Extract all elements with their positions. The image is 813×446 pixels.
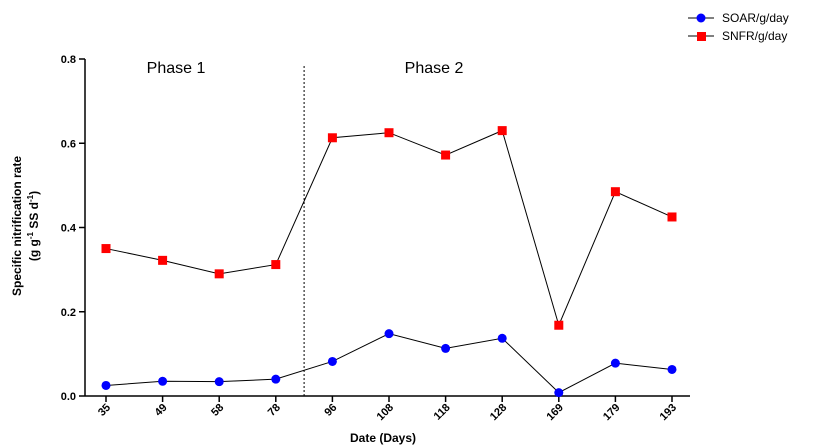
x-axis-title: Date (Days) [350, 431, 416, 445]
soar-point [610, 358, 620, 368]
snfr-point [101, 244, 111, 254]
soar-point [214, 377, 224, 387]
series-layer [101, 126, 677, 398]
y-unit-sup-1: -1 [26, 231, 35, 239]
legend-snfr-marker [697, 32, 706, 41]
snfr-point [554, 320, 564, 330]
series-line-snfr [105, 129, 673, 327]
y-tick-label: 0.2 [61, 307, 76, 319]
y-unit-part-1: (g g [27, 239, 41, 261]
soar-point [101, 380, 111, 390]
snfr-point [497, 126, 507, 136]
soar-point [158, 376, 168, 386]
y-axis-title-line2: (g g-1 SS d-1) [26, 191, 41, 261]
y-tick-label: 0.0 [61, 391, 76, 403]
snfr-point [327, 133, 337, 143]
legend-snfr-label: SNFR/g/day [722, 29, 787, 43]
soar-point [554, 388, 564, 398]
phase-1-label: Phase 1 [147, 60, 206, 77]
snfr-point [667, 212, 677, 222]
snfr-point [441, 150, 451, 160]
legend: SOAR/g/day SNFR/g/day [688, 11, 789, 43]
soar-point [271, 374, 281, 384]
x-axis-ticks: 35 49 58 78 96 108 118 128 169 179 193 [96, 396, 679, 423]
x-tick-label: 108 [375, 402, 396, 423]
legend-item-soar: SOAR/g/day [688, 11, 789, 25]
soar-point [497, 333, 507, 343]
x-tick-label: 128 [488, 402, 509, 423]
legend-item-snfr: SNFR/g/day [688, 29, 787, 43]
legend-soar-label: SOAR/g/day [722, 11, 789, 25]
soar-point [384, 329, 394, 339]
y-tick-label: 0.4 [61, 223, 77, 235]
series-line-soar [105, 333, 673, 394]
snfr-point [271, 260, 281, 270]
y-unit-part-2: SS d [27, 202, 41, 232]
x-tick-label: 179 [601, 402, 622, 423]
snfr-point [384, 128, 394, 138]
x-tick-label: 96 [322, 402, 339, 419]
x-tick-label: 58 [209, 402, 226, 419]
y-unit-sup-2: -1 [26, 194, 35, 202]
x-tick-label: 49 [153, 402, 170, 419]
x-tick-label: 35 [96, 402, 113, 419]
soar-point [327, 356, 337, 366]
x-tick-label: 78 [266, 402, 283, 419]
soar-point [667, 364, 677, 374]
phase-2-label: Phase 2 [405, 60, 464, 77]
snfr-point [214, 269, 224, 279]
soar-point [441, 343, 451, 353]
y-axis-title: Specific nitrification rate (g g-1 SS d-… [10, 156, 41, 296]
snfr-point [158, 255, 168, 265]
legend-soar-marker [696, 13, 706, 23]
x-tick-label: 118 [432, 402, 453, 423]
y-axis-title-line1: Specific nitrification rate [10, 156, 24, 296]
y-tick-label: 0.8 [61, 54, 76, 66]
x-tick-label: 193 [658, 402, 679, 423]
x-tick-label: 169 [544, 402, 565, 423]
y-axis-ticks: 0.0 0.2 0.4 0.6 0.8 [61, 54, 85, 403]
y-unit-part-3: ) [27, 191, 41, 195]
snfr-point [610, 187, 620, 197]
y-tick-label: 0.6 [61, 138, 76, 150]
